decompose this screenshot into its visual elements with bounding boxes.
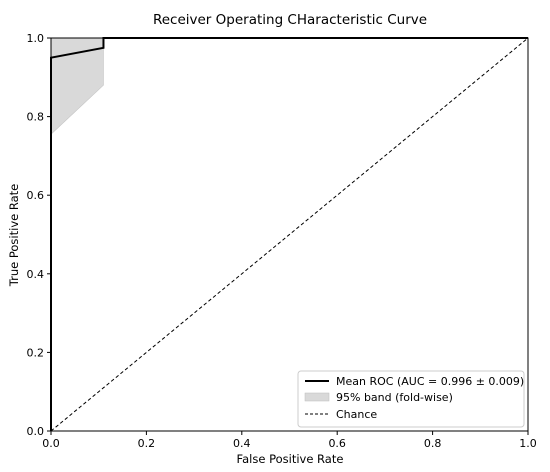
- x-tick-label: 0.0: [42, 437, 60, 450]
- x-axis-label: False Positive Rate: [237, 452, 344, 466]
- y-tick-label: 0.0: [27, 425, 45, 438]
- confidence-band-area: [50, 37, 104, 431]
- plot-frame: [50, 37, 529, 432]
- y-tick-label: 0.8: [27, 111, 45, 124]
- chance-line: [50, 37, 529, 432]
- legend-chance-label: Chance: [336, 408, 377, 421]
- chart-title: Receiver Operating CHaracteristic Curve: [153, 12, 427, 28]
- y-tick-label: 0.4: [27, 268, 45, 281]
- y-axis-label: True Positive Rate: [7, 184, 21, 287]
- x-tick-label: 0.4: [233, 437, 251, 450]
- x-tick-label: 0.2: [138, 437, 156, 450]
- legend: Mean ROC (AUC = 0.996 ± 0.009) 95% band …: [297, 370, 525, 428]
- legend-mean-roc-label: Mean ROC (AUC = 0.996 ± 0.009): [336, 375, 524, 388]
- y-tick-label: 0.6: [27, 189, 45, 202]
- y-tick-label: 1.0: [27, 32, 45, 45]
- x-tick-label: 0.6: [328, 437, 346, 450]
- legend-box: [297, 370, 525, 428]
- y-tick-label: 0.2: [27, 346, 45, 359]
- legend-band-swatch: [304, 392, 330, 402]
- x-tick-label: 0.8: [424, 437, 442, 450]
- legend-band-label: 95% band (fold-wise): [336, 391, 453, 404]
- x-tick-label: 1.0: [519, 437, 537, 450]
